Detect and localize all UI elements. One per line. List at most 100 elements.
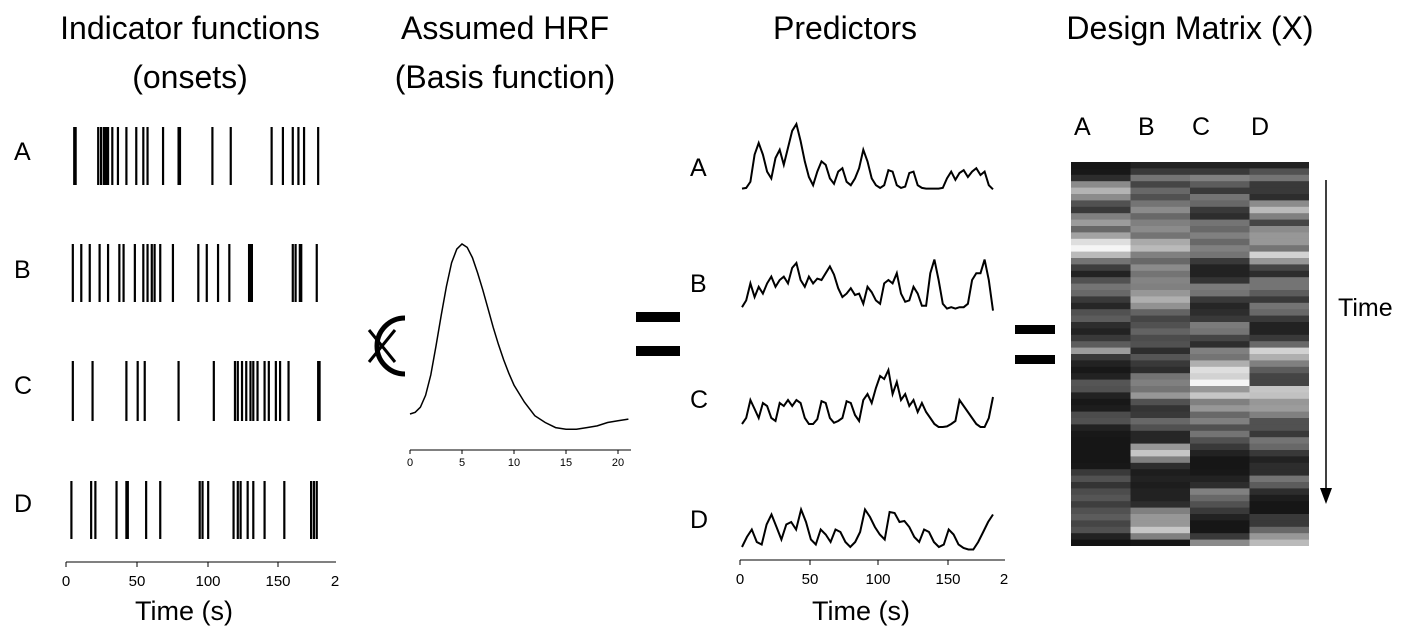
- design-cell-c: [1190, 174, 1250, 182]
- design-cell-d: [1249, 354, 1309, 361]
- predictor-tick-0: 0: [736, 571, 744, 588]
- design-cell-c: [1190, 296, 1250, 304]
- design-cell-a: [1071, 482, 1131, 489]
- design-cell-c: [1190, 539, 1250, 546]
- design-cell-a: [1071, 309, 1131, 317]
- design-cell-b: [1130, 418, 1191, 425]
- indicator-row-label-c: C: [14, 372, 33, 400]
- design-cell-b: [1130, 475, 1191, 483]
- design-cell-a: [1071, 251, 1131, 259]
- design-cell-d: [1249, 168, 1309, 176]
- design-cell-a: [1071, 194, 1131, 201]
- design-cell-c: [1190, 533, 1250, 541]
- design-cell-d: [1249, 514, 1309, 521]
- design-cell-b: [1130, 398, 1191, 406]
- onset-time-label: Time (s): [135, 596, 233, 626]
- predictor-row-label-a: A: [690, 154, 707, 182]
- design-cell-b: [1130, 462, 1191, 470]
- convolve-operator: [367, 315, 406, 377]
- design-cell-d: [1249, 526, 1309, 534]
- hrf-tick-20: 20: [612, 457, 624, 469]
- design-cell-a: [1071, 526, 1131, 534]
- predictor-row-label-c: C: [690, 386, 709, 414]
- design-cell-b: [1130, 366, 1191, 374]
- equals-bar-bottom: [636, 346, 680, 356]
- design-cell-b: [1130, 226, 1191, 233]
- design-cell-b: [1130, 501, 1191, 509]
- design-cell-c: [1190, 290, 1250, 297]
- design-cell-b: [1130, 174, 1191, 182]
- design-cell-c: [1190, 219, 1250, 227]
- design-cell-a: [1071, 501, 1131, 509]
- convolve-circle-icon: [374, 315, 406, 377]
- design-cell-a: [1071, 187, 1131, 195]
- design-cell-a: [1071, 315, 1131, 323]
- design-cell-d: [1249, 366, 1309, 374]
- design-cell-b: [1130, 181, 1191, 189]
- design-cell-c: [1190, 347, 1250, 355]
- design-cell-d: [1249, 469, 1309, 477]
- design-cell-b: [1130, 232, 1191, 240]
- design-cell-a: [1071, 507, 1131, 515]
- design-col-label-b: B: [1138, 113, 1155, 141]
- design-cell-c: [1190, 424, 1250, 432]
- design-cell-b: [1130, 334, 1191, 342]
- design-cell-b: [1130, 277, 1191, 285]
- design-cell-c: [1190, 462, 1250, 470]
- design-cell-b: [1130, 187, 1191, 195]
- design-cell-b: [1130, 270, 1191, 278]
- design-cell-c: [1190, 411, 1250, 419]
- design-cell-b: [1130, 411, 1191, 419]
- design-cell-d: [1249, 341, 1309, 349]
- design-cell-b: [1130, 200, 1191, 208]
- design-cell-c: [1190, 520, 1250, 528]
- design-cell-b: [1130, 469, 1191, 477]
- design-cell-d: [1249, 462, 1309, 470]
- design-cell-d: [1249, 309, 1309, 317]
- design-cell-c: [1190, 430, 1250, 438]
- onset-axis: 0 50 100 150 2: [62, 561, 339, 590]
- onset-tick-200: 2: [331, 573, 339, 590]
- design-cell-d: [1249, 456, 1309, 464]
- design-cell-a: [1071, 379, 1131, 387]
- design-cell-a: [1071, 245, 1131, 253]
- design-cell-c: [1190, 328, 1250, 336]
- design-cell-b: [1130, 315, 1191, 323]
- predictor-time-label: Time (s): [812, 596, 910, 626]
- design-cell-c: [1190, 200, 1250, 208]
- design-cell-a: [1071, 238, 1131, 246]
- design-cell-d: [1249, 494, 1309, 502]
- design-cell-c: [1190, 194, 1250, 201]
- design-cell-c: [1190, 360, 1250, 368]
- design-cell-d: [1249, 379, 1309, 387]
- design-matrix: [1071, 162, 1309, 546]
- design-cell-c: [1190, 162, 1250, 169]
- design-cell-a: [1071, 347, 1131, 355]
- design-cell-c: [1190, 283, 1250, 291]
- design-cell-a: [1071, 354, 1131, 361]
- design-cell-c: [1190, 475, 1250, 483]
- design-cell-b: [1130, 405, 1191, 413]
- design-cell-d: [1249, 270, 1309, 278]
- design-cell-a: [1071, 270, 1131, 278]
- design-cell-d: [1249, 283, 1309, 291]
- predictor-curve-a: [741, 121, 994, 191]
- design-cell-d: [1249, 315, 1309, 323]
- hrf-title-line2: (Basis function): [394, 59, 616, 95]
- design-cell-a: [1071, 283, 1131, 291]
- design-cell-b: [1130, 328, 1191, 336]
- design-cell-a: [1071, 322, 1131, 329]
- design-cell-a: [1071, 232, 1131, 240]
- design-cell-c: [1190, 168, 1250, 176]
- predictor-curve-d: [741, 506, 994, 551]
- design-cell-b: [1130, 373, 1191, 381]
- predictors-title: Predictors: [772, 10, 918, 46]
- design-cell-c: [1190, 187, 1250, 195]
- design-cell-a: [1071, 366, 1131, 374]
- design-cell-b: [1130, 194, 1191, 201]
- design-cell-d: [1249, 302, 1309, 310]
- design-cell-d: [1249, 322, 1309, 329]
- design-cell-d: [1249, 539, 1309, 546]
- indicator-row-label-b: B: [14, 256, 31, 284]
- design-cell-d: [1249, 411, 1309, 419]
